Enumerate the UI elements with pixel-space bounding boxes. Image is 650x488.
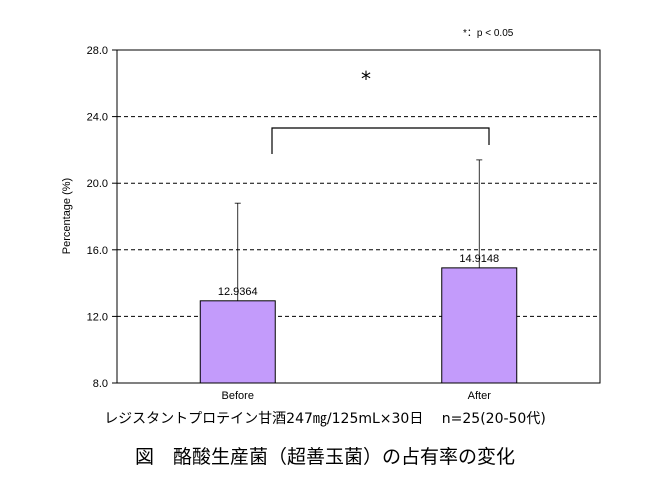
significance-star: *: [361, 67, 371, 91]
y-tick-label: 20.0: [87, 178, 108, 190]
significance-bracket: [271, 127, 490, 154]
error-bars: [234, 159, 483, 301]
y-tick-label: 8.0: [93, 378, 108, 390]
data-labels: 12.9364 14.9148: [218, 253, 499, 298]
bar-before: [199, 300, 276, 384]
category-labels: Before After: [222, 390, 492, 400]
data-label: 14.9148: [459, 253, 499, 265]
y-tick-label: 28.0: [87, 45, 108, 57]
x-tick-label: After: [468, 390, 492, 400]
y-tick-label: 24.0: [87, 112, 108, 124]
figure-caption: 図 酪酸生産菌（超善玉菌）の占有率の変化: [134, 446, 515, 468]
grid-lines: [117, 116, 600, 317]
plot-frame: [116, 49, 601, 384]
data-label: 12.9364: [218, 286, 258, 298]
chart-subtitle: レジスタントプロテイン甘酒247㎎/125mL×30日 n=25(20-50代): [104, 411, 546, 427]
bar-after: [441, 267, 518, 384]
y-tick-label: 16.0: [87, 245, 108, 257]
bar-chart: 8.0 12.0 16.0 20.0 24.0 28.0 12.9364 14.9148 B…: [61, 28, 601, 400]
y-tick-label: 12.0: [87, 311, 108, 323]
x-tick-label: Before: [222, 390, 254, 400]
y-axis-ticks: 8.0 12.0 16.0 20.0 24.0 28.0: [87, 45, 117, 390]
significance-key: *：p < 0.05: [463, 28, 514, 39]
y-axis-label: Percentage (%): [61, 178, 73, 254]
